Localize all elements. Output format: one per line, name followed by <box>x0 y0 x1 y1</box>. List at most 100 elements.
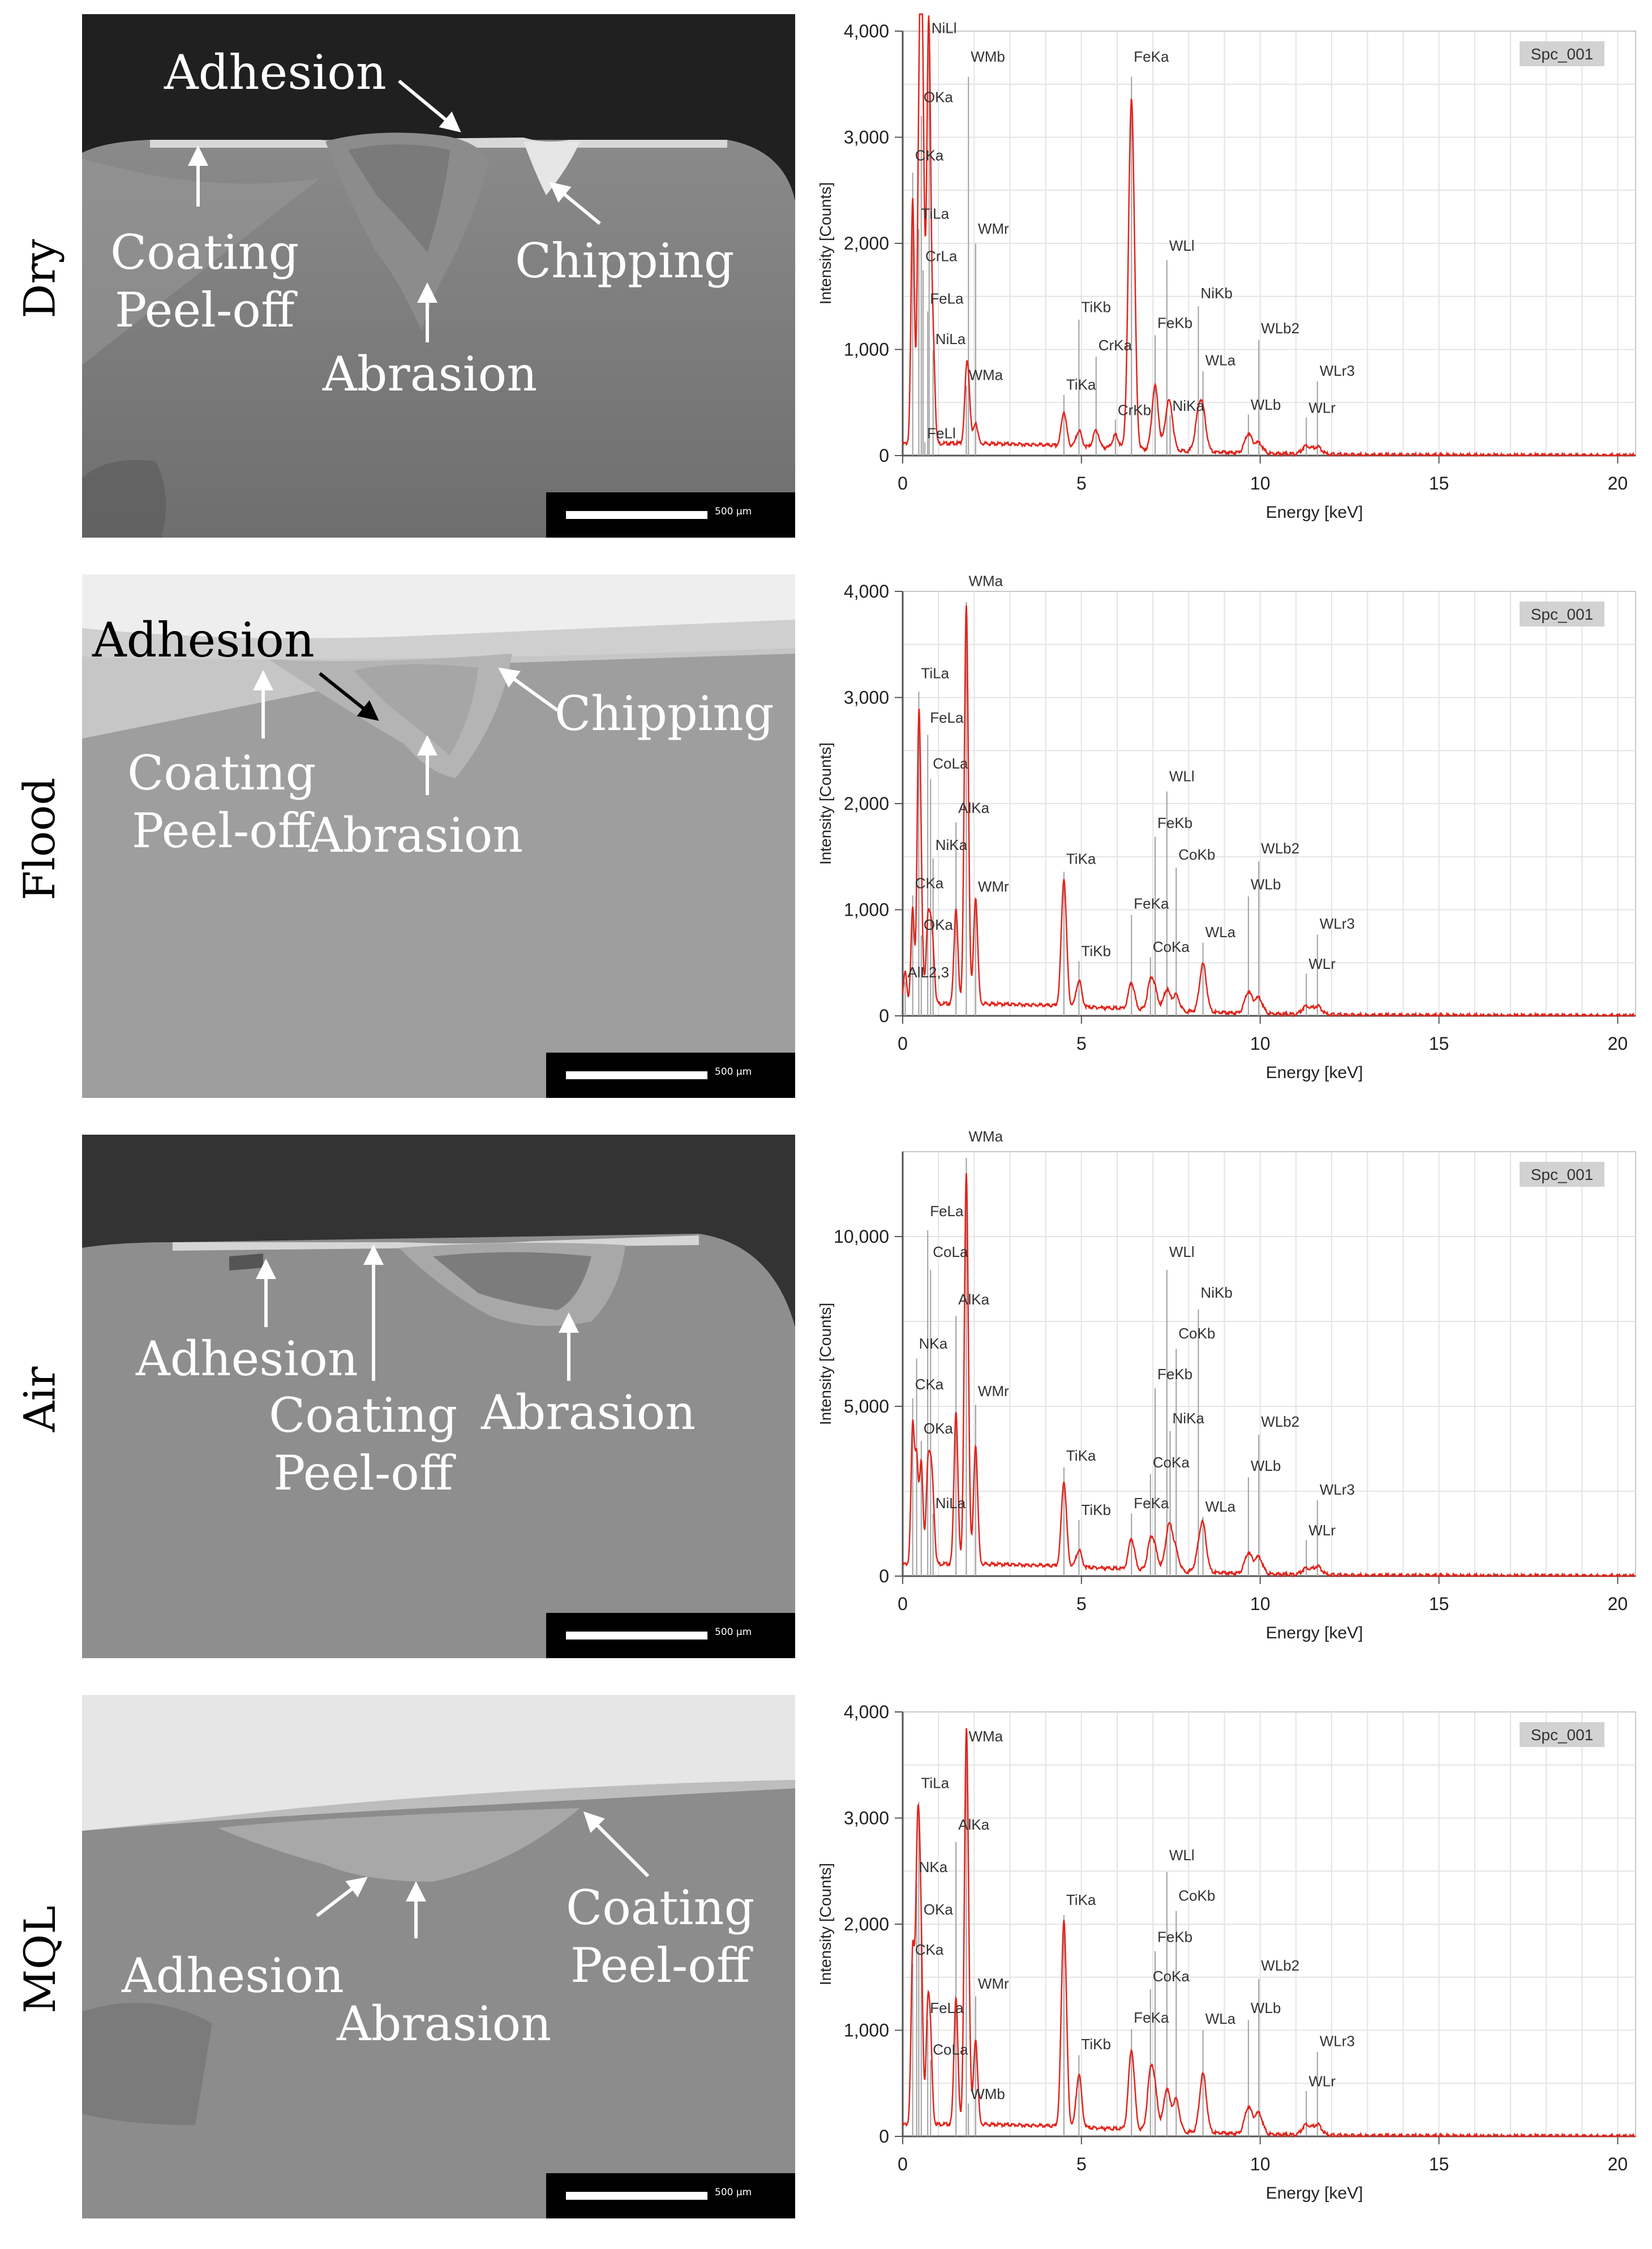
scale-bar-line <box>566 1632 707 1639</box>
spectrum-line <box>902 1728 1636 2138</box>
peak-label-wmr: WMr <box>978 878 1009 895</box>
y-tick-label: 4,000 <box>844 21 889 41</box>
peak-label-tika: TiKa <box>1066 851 1096 868</box>
peak-label-cka: CKa <box>915 1376 944 1393</box>
peak-label-wlr3: WLr3 <box>1320 2032 1355 2049</box>
peak-label-wlr: WLr <box>1308 2073 1336 2090</box>
peak-label-feka: FeKa <box>1134 1495 1169 1512</box>
peak-label-wmr: WMr <box>978 1975 1009 1992</box>
peak-label-cokb: CoKb <box>1178 1325 1215 1342</box>
peak-label-cokb: CoKb <box>1178 846 1215 863</box>
eds-chart-dry: 0 5 10 15 20 0 1,000 2,000 3,000 4,000 Energy [keV… <box>809 8 1647 552</box>
arrow-coating-peel-off <box>583 1811 650 1878</box>
peak-label-fell: FeLl <box>927 425 956 442</box>
label-adhesion: Adhesion <box>136 1331 358 1387</box>
peak-label-feka: FeKa <box>1134 48 1169 65</box>
row-label-flood: Flood <box>14 777 65 901</box>
peak-label-nila: NiLa <box>936 331 966 347</box>
legend-box-bg <box>1520 602 1604 626</box>
peak-label-tila: TiLa <box>921 205 949 222</box>
peak-label-fekb: FeKb <box>1157 315 1192 332</box>
y-tick-label: 2,000 <box>844 233 889 254</box>
row-label-air: Air <box>14 1366 65 1432</box>
sem-micrograph-air <box>82 1135 795 1658</box>
peak-label-fela: FeLa <box>930 1999 964 2016</box>
sem-image-flood: 500 μm Adhesion Coating Peel-off Abrasio… <box>82 574 795 1098</box>
label-coating-peel-off: Coating Peel-off <box>127 744 316 860</box>
arrow-overlay-dry <box>188 79 601 342</box>
label-adhesion: Adhesion <box>164 45 387 100</box>
arrow-adhesion <box>398 79 461 132</box>
y-tick-label: 2,000 <box>844 793 889 814</box>
peak-label-wmr: WMr <box>978 220 1009 237</box>
scale-bar-label: 500 μm <box>715 1066 752 1078</box>
eds-spectrum-air: 0 5 10 15 20 0 5,000 10,000 Energy [keV] Intensit… <box>817 1128 1636 1642</box>
peak-label-wlb2: WLb2 <box>1261 840 1299 857</box>
peak-label-nika: NiKa <box>936 836 968 853</box>
arrow-adhesion <box>319 672 379 721</box>
arrow-overlay-flood <box>253 667 559 795</box>
legend-box: Spc_001 <box>1520 41 1604 66</box>
eds-spectrum-mql: 0 5 10 15 20 0 1,000 2,000 3,000 4,000 Energy [keV… <box>817 1702 1636 2203</box>
peak-label-wlb: WLb <box>1251 876 1281 893</box>
plot-area <box>902 1151 1636 1577</box>
peak-label-wll: WLl <box>1169 1243 1195 1260</box>
x-tick-label: 5 <box>1076 473 1087 493</box>
peak-label-wla: WLa <box>1205 2010 1236 2027</box>
peak-label-oka: OKa <box>924 1901 954 1918</box>
peak-label-wmr: WMr <box>978 1383 1009 1400</box>
peak-label-wlb: WLb <box>1251 396 1281 413</box>
peak-label-wlr: WLr <box>1308 955 1336 972</box>
peak-label-alka: AlKa <box>958 800 989 817</box>
x-tick-label: 5 <box>1076 1594 1087 1614</box>
peak-label-wll: WLl <box>1169 767 1195 784</box>
x-tick-label: 20 <box>1608 1033 1628 1054</box>
peak-label-wll: WLl <box>1169 1847 1195 1864</box>
peak-label-wma: WMa <box>968 367 1003 384</box>
peak-label-oka: OKa <box>924 1420 954 1437</box>
scale-bar-label: 500 μm <box>715 506 752 517</box>
peak-label-tikb: TiKb <box>1081 1501 1111 1518</box>
peak-label-wlb: WLb <box>1251 1457 1281 1474</box>
legend-box: Spc_001 <box>1520 1722 1604 1747</box>
spectrum-line <box>902 1173 1636 1578</box>
y-tick-label: 1,000 <box>844 900 889 920</box>
scale-bar: 500 μm <box>546 1613 795 1658</box>
peak-label-fekb: FeKb <box>1157 1366 1192 1383</box>
peak-label-cola: CoLa <box>933 1243 968 1260</box>
sem-image-mql: 500 μm Adhesion Abrasion Coating Peel-of… <box>82 1695 795 2218</box>
y-tick-label: 0 <box>879 1566 889 1586</box>
y-tick-label: 5,000 <box>844 1396 889 1417</box>
peak-label-wll: WLl <box>1169 237 1195 254</box>
x-axis-label: Energy [keV] <box>1266 1063 1363 1082</box>
label-adhesion: Adhesion <box>122 1948 344 2003</box>
scale-bar: 500 μm <box>546 492 795 538</box>
peak-label-wmb: WMb <box>971 2085 1005 2102</box>
label-abrasion: Abrasion <box>308 808 524 863</box>
x-tick-label: 10 <box>1250 1594 1271 1614</box>
legend-box-bg <box>1520 1722 1604 1747</box>
peak-label-tika: TiKa <box>1066 1891 1096 1908</box>
peak-label-tikb: TiKb <box>1081 943 1111 960</box>
peak-label-fela: FeLa <box>930 290 964 307</box>
peak-label-nila: NiLa <box>936 1495 966 1512</box>
scale-bar-label: 500 μm <box>715 2187 752 2198</box>
peak-label-wlr3: WLr3 <box>1320 362 1355 379</box>
sem-image-dry: 500 μm Adhesion Coating Peel-off Abrasio… <box>82 14 795 538</box>
peak-label-coka: CoKa <box>1153 938 1190 955</box>
y-tick-label: 3,000 <box>844 688 889 708</box>
peak-label-fekb: FeKb <box>1157 1929 1192 1946</box>
peak-label-fekb: FeKb <box>1157 814 1192 831</box>
peak-label-wma: WMa <box>968 1728 1003 1745</box>
x-tick-label: 0 <box>898 1594 908 1614</box>
peak-label-fela: FeLa <box>930 1203 964 1220</box>
label-coating-peel-off-text: Coating Peel-off <box>566 1880 755 1994</box>
peak-label-tika: TiKa <box>1066 1447 1096 1464</box>
x-tick-label: 15 <box>1429 2154 1449 2174</box>
peak-label-wma: WMa <box>968 572 1003 589</box>
legend-box-label: Spc_001 <box>1531 1726 1594 1744</box>
arrow-chipping <box>498 667 559 712</box>
label-abrasion: Abrasion <box>337 1996 552 2051</box>
scale-bar-line <box>566 1071 707 1079</box>
